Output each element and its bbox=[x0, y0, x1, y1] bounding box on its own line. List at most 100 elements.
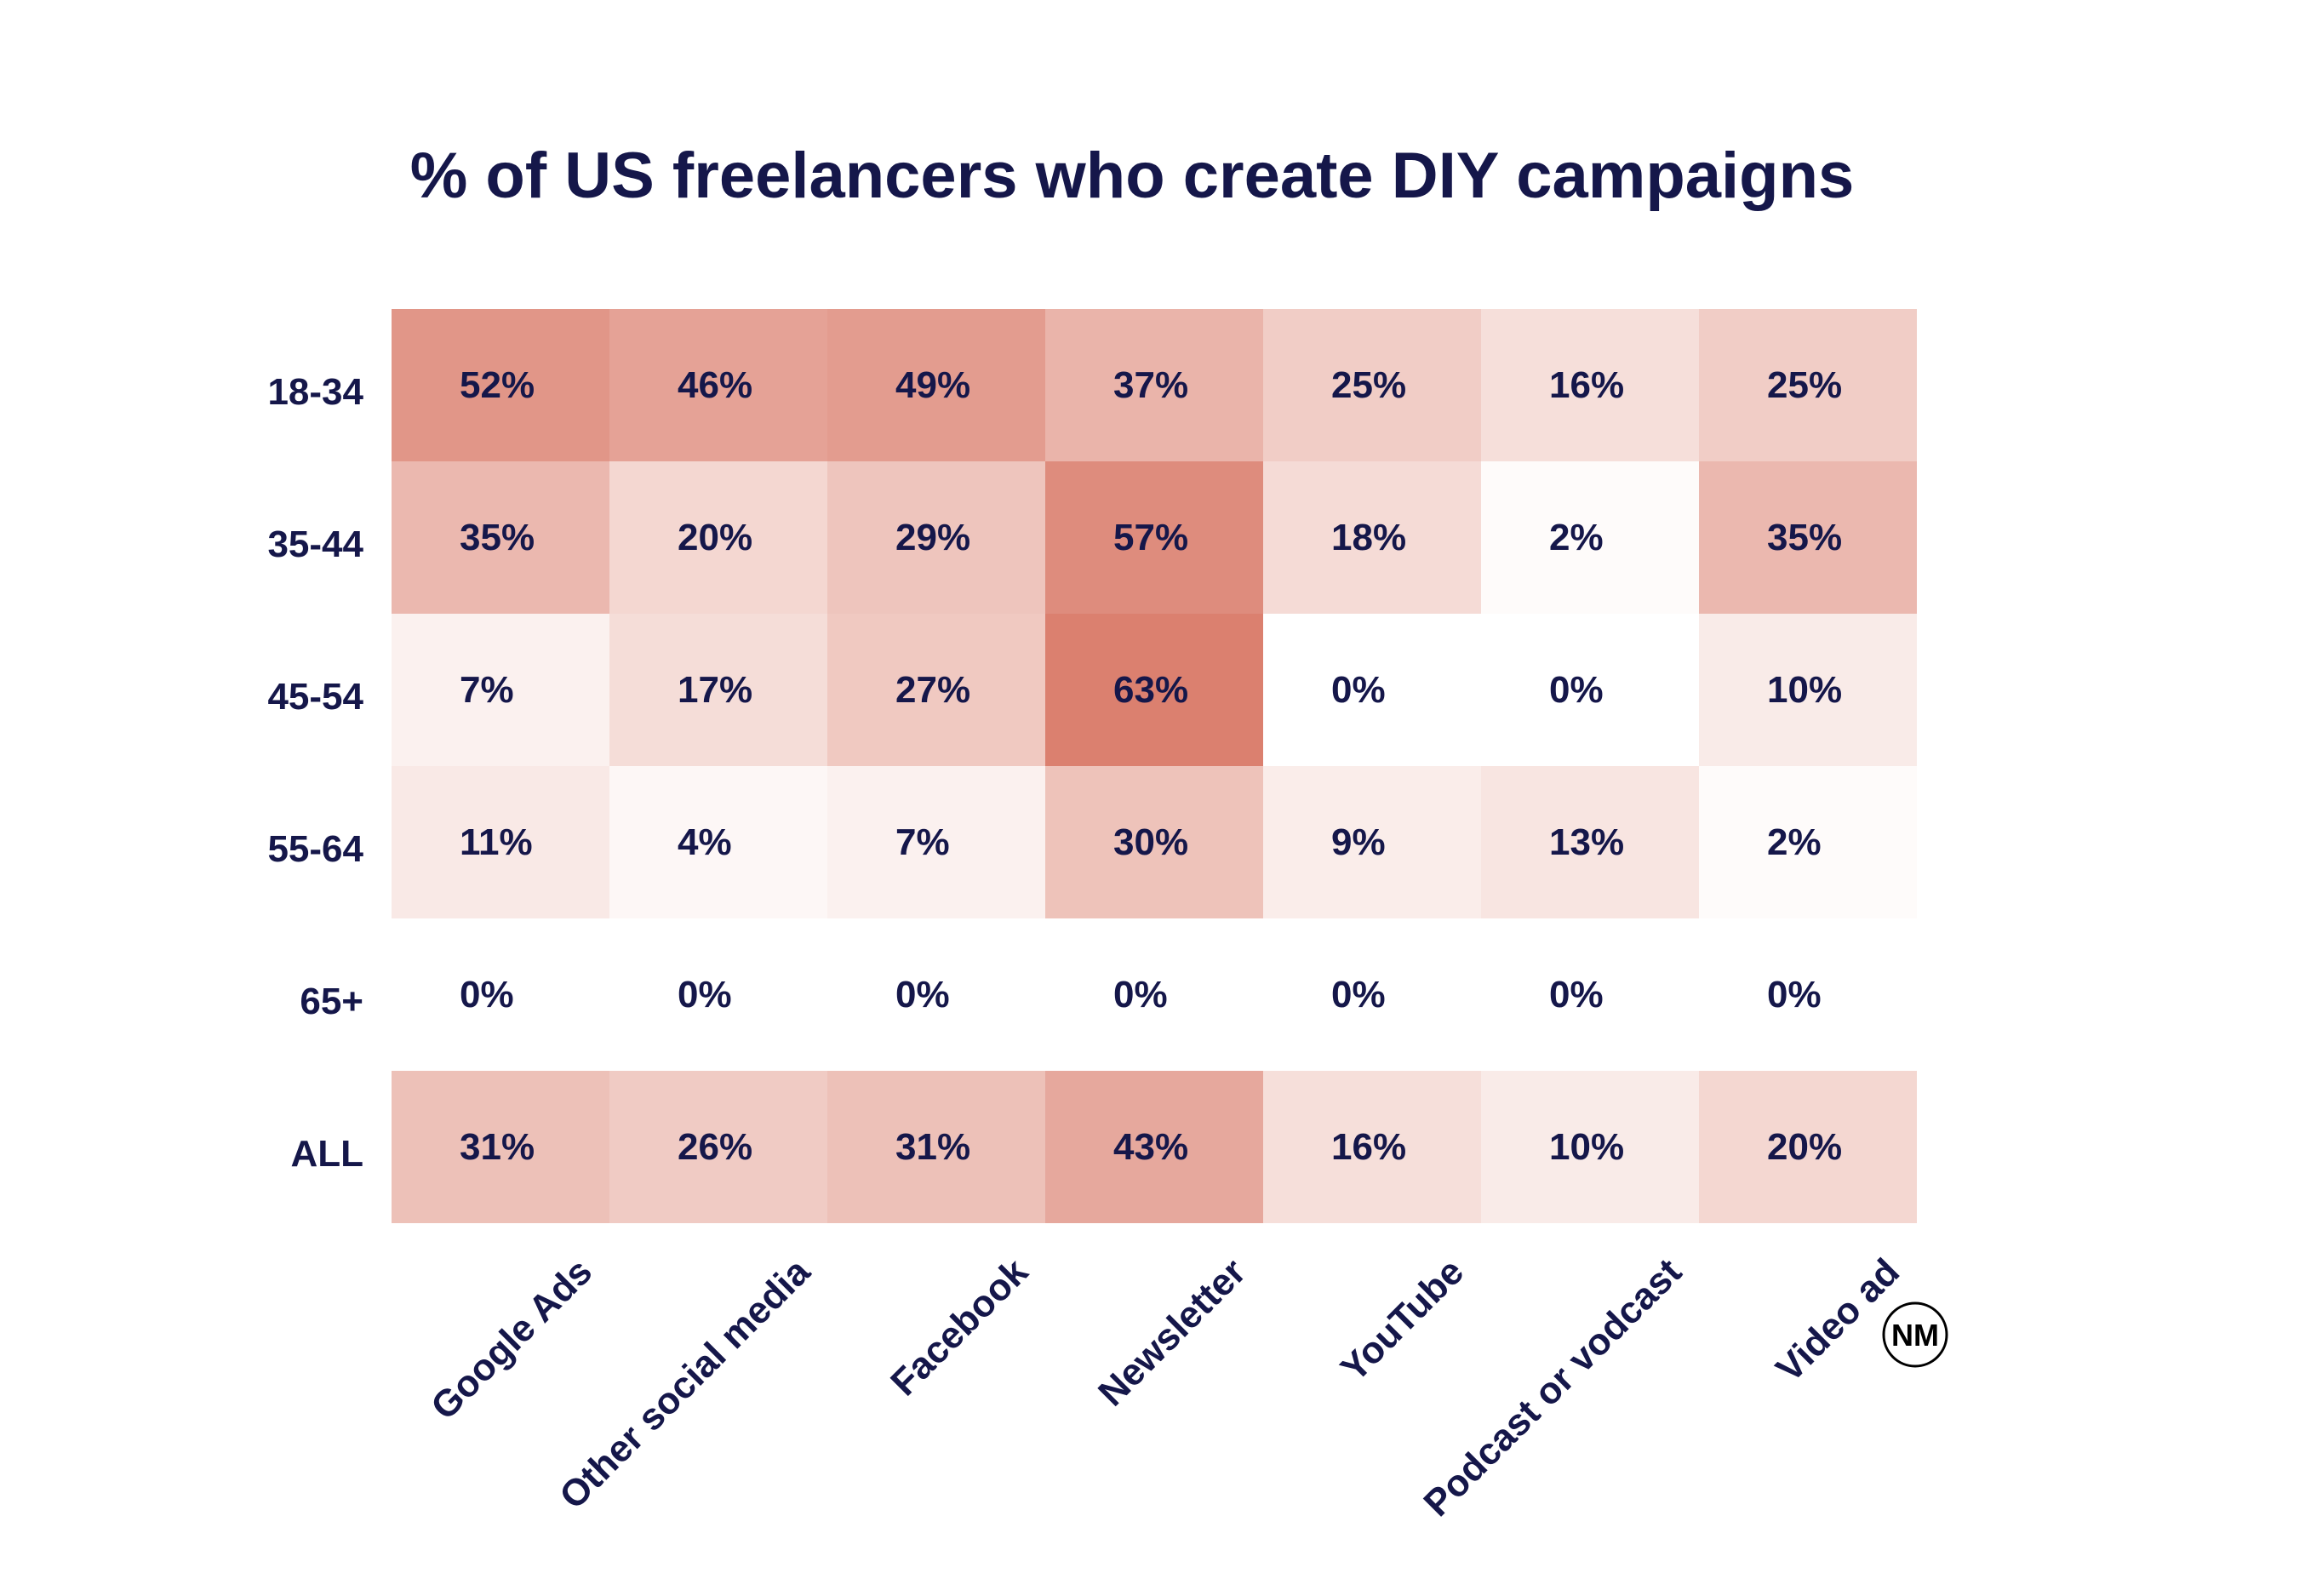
heatmap-cell bbox=[1263, 614, 1481, 766]
cell-value-label: 20% bbox=[678, 517, 752, 558]
cell-value-label: 10% bbox=[1767, 669, 1842, 711]
heatmap-cell bbox=[392, 461, 609, 614]
cell-value-label: 4% bbox=[678, 821, 732, 863]
cell-value-label: 0% bbox=[678, 974, 732, 1015]
row-label: 35-44 bbox=[267, 523, 363, 565]
heatmap-cell bbox=[392, 1071, 609, 1223]
heatmap-cell bbox=[827, 918, 1045, 1071]
cell-value-label: 29% bbox=[895, 517, 970, 558]
heatmap-cell bbox=[392, 918, 609, 1071]
heatmap-cell bbox=[1699, 766, 1917, 918]
heatmap-cell bbox=[1481, 461, 1699, 614]
cell-value-label: 10% bbox=[1549, 1126, 1624, 1168]
cell-value-label: 13% bbox=[1549, 821, 1624, 863]
row-label: 18-34 bbox=[267, 371, 363, 413]
heatmap-cell bbox=[1481, 766, 1699, 918]
heatmap-cell bbox=[392, 766, 609, 918]
heatmap-cell bbox=[1263, 1071, 1481, 1223]
cell-value-label: 0% bbox=[460, 974, 514, 1015]
heatmap-cell bbox=[1481, 1071, 1699, 1223]
heatmap-cell-labels: 52% 46% 49% 37% 25% 16% 25% 35% 20% 29% 57% 18% 2% 35… bbox=[460, 364, 1842, 1168]
cell-value-label: 35% bbox=[1767, 517, 1842, 558]
column-label: Google Ads bbox=[423, 1250, 600, 1427]
column-label: Other social media bbox=[552, 1250, 818, 1517]
heatmap-cell bbox=[1481, 614, 1699, 766]
cell-value-label: 27% bbox=[895, 669, 970, 711]
cell-value-label: 25% bbox=[1331, 364, 1406, 406]
row-label: 55-64 bbox=[267, 828, 363, 870]
cell-value-label: 0% bbox=[1767, 974, 1822, 1015]
heatmap-cell bbox=[1481, 918, 1699, 1071]
heatmap-cell bbox=[609, 918, 827, 1071]
cell-value-label: 52% bbox=[460, 364, 535, 406]
chart-title: % of US freelancers who create DIY campa… bbox=[410, 140, 1855, 212]
cell-value-label: 18% bbox=[1331, 517, 1406, 558]
heatmap-cell bbox=[1045, 766, 1263, 918]
heatmap-cell bbox=[827, 614, 1045, 766]
heatmap-cell bbox=[1481, 309, 1699, 461]
heatmap-cell bbox=[1045, 309, 1263, 461]
heatmap-cell bbox=[1699, 461, 1917, 614]
cell-value-label: 2% bbox=[1767, 821, 1822, 863]
row-label: 45-54 bbox=[267, 676, 363, 718]
row-labels: 18-34 35-44 45-54 55-64 65+ ALL bbox=[267, 371, 363, 1175]
cell-value-label: 25% bbox=[1767, 364, 1842, 406]
heatmap-cell bbox=[1699, 1071, 1917, 1223]
heatmap-cell bbox=[1263, 461, 1481, 614]
cell-value-label: 0% bbox=[895, 974, 950, 1015]
heatmap-cells bbox=[392, 309, 1917, 1223]
cell-value-label: 11% bbox=[460, 821, 533, 863]
heatmap-cell bbox=[1045, 1071, 1263, 1223]
cell-value-label: 0% bbox=[1113, 974, 1168, 1015]
cell-value-label: 57% bbox=[1113, 517, 1188, 558]
cell-value-label: 7% bbox=[895, 821, 950, 863]
heatmap-cell bbox=[827, 461, 1045, 614]
cell-value-label: 30% bbox=[1113, 821, 1188, 863]
heatmap-cell bbox=[827, 1071, 1045, 1223]
cell-value-label: 37% bbox=[1113, 364, 1188, 406]
heatmap-cell bbox=[1699, 918, 1917, 1071]
column-label: YouTube bbox=[1333, 1250, 1472, 1389]
cell-value-label: 2% bbox=[1549, 517, 1604, 558]
cell-value-label: 31% bbox=[895, 1126, 970, 1168]
cell-value-label: 9% bbox=[1331, 821, 1386, 863]
cell-value-label: 0% bbox=[1549, 974, 1604, 1015]
cell-value-label: 7% bbox=[460, 669, 514, 711]
column-label: Facebook bbox=[883, 1250, 1036, 1404]
heatmap-cell bbox=[1263, 918, 1481, 1071]
brand-logo: NM bbox=[1882, 1301, 1948, 1368]
cell-value-label: 35% bbox=[460, 517, 535, 558]
cell-value-label: 0% bbox=[1331, 974, 1386, 1015]
heatmap-cell bbox=[392, 614, 609, 766]
heatmap-cell bbox=[392, 309, 609, 461]
heatmap-cell bbox=[1045, 918, 1263, 1071]
heatmap-cell bbox=[1699, 309, 1917, 461]
cell-value-label: 0% bbox=[1549, 669, 1604, 711]
cell-value-label: 31% bbox=[460, 1126, 535, 1168]
heatmap-cell bbox=[1045, 461, 1263, 614]
row-label: ALL bbox=[290, 1133, 363, 1175]
cell-value-label: 16% bbox=[1331, 1126, 1406, 1168]
heatmap-cell bbox=[609, 766, 827, 918]
heatmap-cell bbox=[1263, 309, 1481, 461]
heatmap-cell bbox=[827, 766, 1045, 918]
cell-value-label: 63% bbox=[1113, 669, 1188, 711]
cell-value-label: 43% bbox=[1113, 1126, 1188, 1168]
heatmap-cell bbox=[609, 614, 827, 766]
heatmap-cell bbox=[609, 461, 827, 614]
cell-value-label: 20% bbox=[1767, 1126, 1842, 1168]
heatmap-cell bbox=[1699, 614, 1917, 766]
heatmap-cell bbox=[1045, 614, 1263, 766]
cell-value-label: 17% bbox=[678, 669, 752, 711]
heatmap-cell bbox=[827, 309, 1045, 461]
row-label: 65+ bbox=[300, 981, 363, 1022]
cell-value-label: 0% bbox=[1331, 669, 1386, 711]
cell-value-label: 16% bbox=[1549, 364, 1624, 406]
heatmap-cell bbox=[1263, 766, 1481, 918]
cell-value-label: 49% bbox=[895, 364, 970, 406]
logo-text: NM bbox=[1891, 1318, 1939, 1353]
cell-value-label: 46% bbox=[678, 364, 752, 406]
column-label: Newsletter bbox=[1090, 1250, 1254, 1414]
